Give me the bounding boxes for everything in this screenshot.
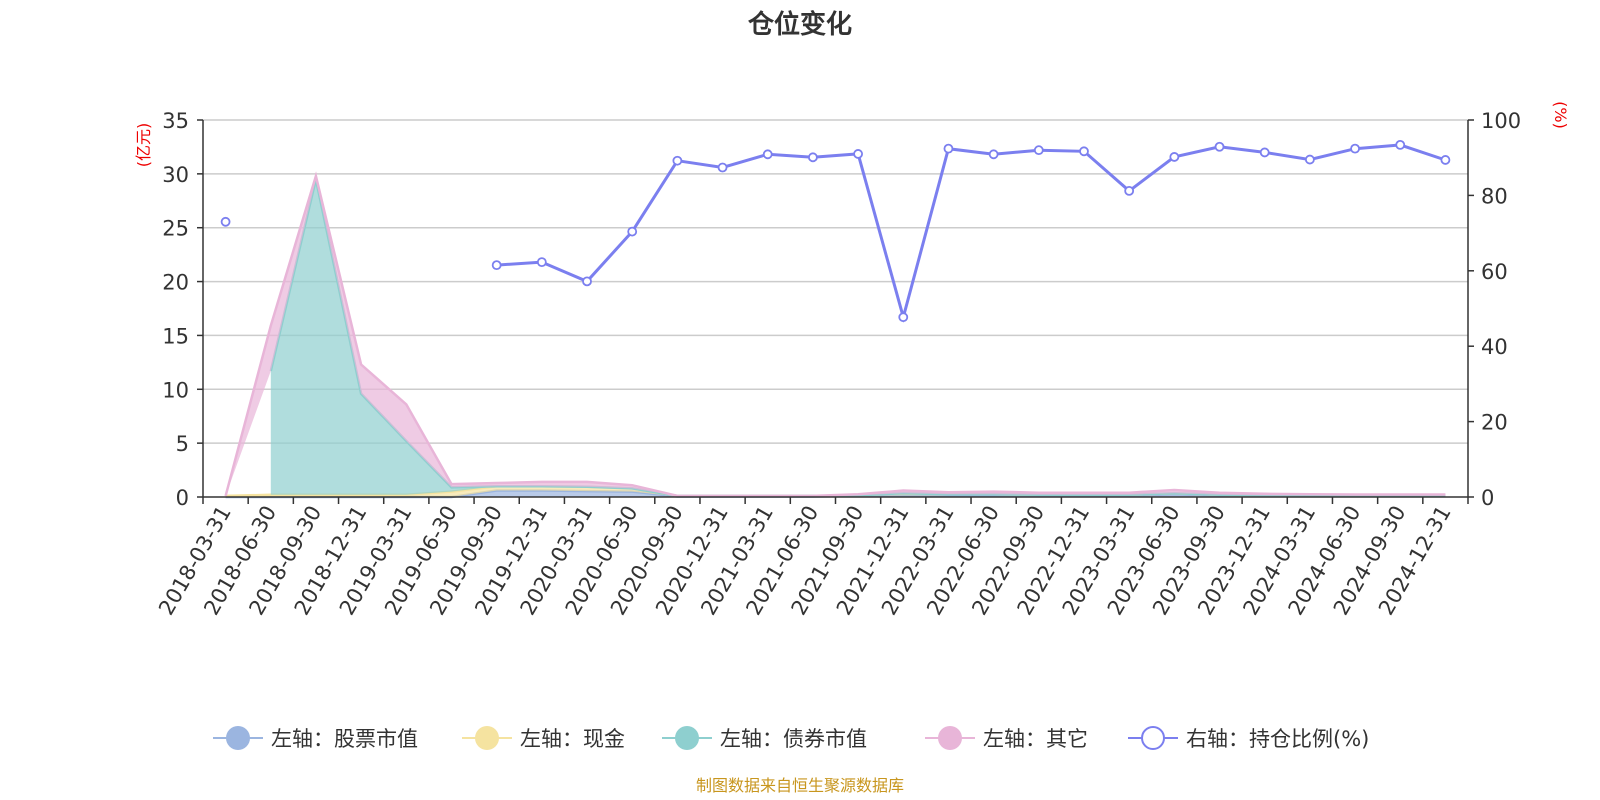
left-tick-label: 15 bbox=[162, 324, 189, 348]
area-fill-series-3 bbox=[270, 179, 1446, 496]
left-tick-label: 5 bbox=[176, 432, 189, 456]
holding-ratio-point bbox=[1033, 145, 1044, 156]
legend-label: 左轴：现金 bbox=[520, 727, 625, 751]
holding-ratio-point bbox=[717, 162, 728, 173]
left-axis-unit: (亿元) bbox=[134, 123, 153, 168]
legend-item-1[interactable]: 左轴：股票市值 bbox=[213, 726, 418, 751]
right-tick-label: 60 bbox=[1481, 260, 1508, 284]
x-axis-ticks: 2018-03-312018-06-302018-09-302018-12-31… bbox=[154, 497, 1469, 619]
holding-ratio-point bbox=[1304, 154, 1315, 165]
legend-item-4[interactable]: 左轴：其它 bbox=[925, 726, 1088, 751]
holding-ratio-point bbox=[491, 260, 502, 271]
holding-ratio-line bbox=[496, 143, 1446, 323]
area-fill-series-2 bbox=[225, 486, 1446, 497]
holding-ratio-point bbox=[582, 276, 592, 287]
legend-label: 右轴：持仓比例(%) bbox=[1186, 727, 1369, 751]
left-tick-label: 10 bbox=[162, 378, 189, 402]
legend-hollow-circle-icon bbox=[1141, 726, 1165, 750]
holding-ratio-point bbox=[808, 152, 818, 163]
left-tick-label: 35 bbox=[162, 109, 189, 133]
legend-item-3[interactable]: 左轴：债券市值 bbox=[662, 726, 867, 751]
right-tick-label: 100 bbox=[1481, 109, 1521, 133]
holding-ratio-point bbox=[536, 257, 547, 268]
legend-label: 左轴：股票市值 bbox=[271, 727, 418, 751]
legend-circle-icon bbox=[675, 726, 699, 750]
holding-ratio-point bbox=[627, 226, 638, 237]
holding-ratio-point bbox=[943, 143, 954, 154]
right-axis-unit: (%) bbox=[1551, 101, 1570, 129]
holding-ratio-point bbox=[988, 149, 999, 160]
grid-lines bbox=[203, 119, 1468, 444]
legend-circle-icon bbox=[226, 726, 250, 750]
holding-ratio-point bbox=[1440, 155, 1451, 165]
legend-circle-icon bbox=[475, 726, 499, 750]
holding-ratio-point bbox=[220, 216, 231, 227]
right-tick-label: 40 bbox=[1481, 335, 1508, 359]
chart-title: 仓位变化 bbox=[747, 9, 852, 40]
holding-ratio-point bbox=[1259, 147, 1270, 158]
right-tick-label: 80 bbox=[1481, 184, 1508, 208]
holding-ratio-series bbox=[220, 139, 1451, 323]
right-axis-ticks: 0 20 40 60 80 100 bbox=[1468, 109, 1521, 510]
area-series bbox=[224, 171, 1446, 499]
legend: 左轴：股票市值 左轴：现金 左轴：债券市值 左轴：其它 右轴：持仓比例(%) bbox=[213, 726, 1369, 751]
holding-ratio-point bbox=[762, 149, 773, 160]
holding-ratio-point bbox=[898, 312, 909, 323]
holding-ratio-point bbox=[1169, 152, 1180, 162]
holding-ratio-point bbox=[672, 155, 683, 166]
data-source-note: 制图数据来自恒生聚源数据库 bbox=[696, 776, 904, 795]
right-tick-label: 0 bbox=[1481, 486, 1494, 510]
area-line-series-4 bbox=[224, 171, 1446, 498]
holding-ratio-point bbox=[1214, 141, 1225, 152]
area-line-series-3 bbox=[269, 178, 1446, 498]
holding-ratio-point bbox=[1079, 146, 1089, 157]
legend-item-5[interactable]: 右轴：持仓比例(%) bbox=[1128, 726, 1369, 751]
legend-circle-icon bbox=[938, 726, 962, 750]
left-tick-label: 30 bbox=[162, 163, 189, 187]
right-tick-label: 20 bbox=[1481, 411, 1508, 435]
legend-item-2[interactable]: 左轴：现金 bbox=[462, 726, 625, 751]
holding-ratio-point bbox=[1395, 139, 1406, 150]
left-tick-label: 20 bbox=[162, 271, 189, 295]
legend-label: 左轴：债券市值 bbox=[720, 727, 867, 751]
holding-ratio-point bbox=[853, 149, 863, 159]
holding-ratio-point bbox=[1124, 185, 1135, 196]
left-axis-ticks: 0 5 10 15 20 25 30 35 bbox=[162, 109, 203, 510]
holding-ratio-point bbox=[1350, 143, 1360, 154]
legend-label: 左轴：其它 bbox=[983, 727, 1088, 751]
left-tick-label: 0 bbox=[176, 486, 189, 510]
left-tick-label: 25 bbox=[162, 217, 189, 241]
